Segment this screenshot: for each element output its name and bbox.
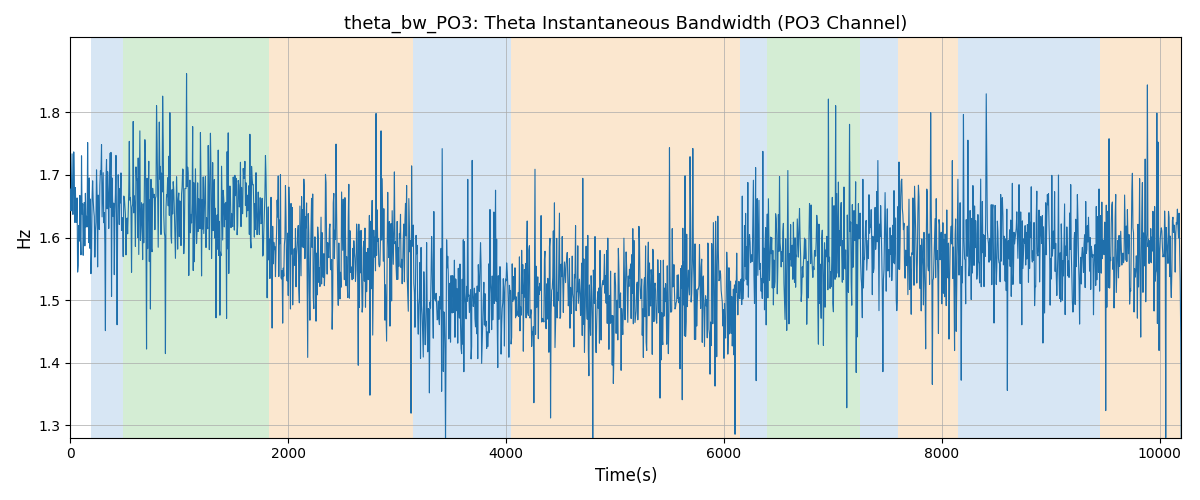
Y-axis label: Hz: Hz — [14, 227, 32, 248]
Bar — [958, 38, 1013, 438]
Bar — [740, 38, 768, 438]
Bar — [269, 38, 414, 438]
Bar — [122, 38, 269, 438]
Bar — [91, 38, 122, 438]
Bar — [898, 38, 958, 438]
Bar — [1013, 38, 1099, 438]
Bar — [462, 38, 511, 438]
Bar — [860, 38, 898, 438]
Bar — [768, 38, 860, 438]
Bar — [511, 38, 740, 438]
Title: theta_bw_PO3: Theta Instantaneous Bandwidth (PO3 Channel): theta_bw_PO3: Theta Instantaneous Bandwi… — [344, 15, 907, 34]
X-axis label: Time(s): Time(s) — [595, 467, 658, 485]
Bar — [414, 38, 462, 438]
Bar — [1099, 38, 1181, 438]
